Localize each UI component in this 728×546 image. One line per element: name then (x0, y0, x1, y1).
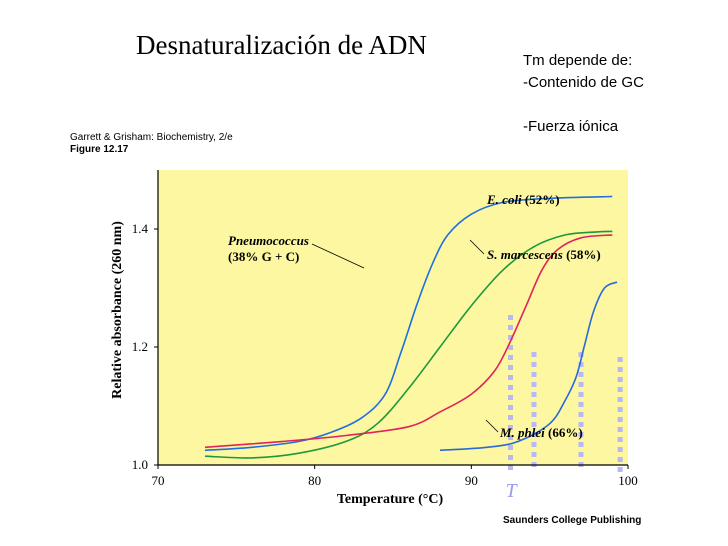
series-line-e-coli (204, 195, 613, 452)
note-line: -Fuerza iónica (523, 118, 619, 135)
x-tick-label: 100 (618, 473, 638, 488)
label-leader-pneumococcus (311, 243, 365, 269)
y-axis-label: Relative absorbance (260 nm) (110, 221, 125, 399)
y-tick-label: 1.0 (132, 457, 148, 472)
series-label-m-phlei: M. phlei (66%) (499, 425, 583, 440)
tm-markers (508, 315, 623, 472)
label-leader-m-phlei (485, 419, 499, 433)
credit-figure-number: Figure 12.17 (70, 144, 129, 155)
series-curves (204, 195, 618, 459)
label-leader-s-marcescens (469, 239, 485, 255)
x-tick-label: 70 (152, 473, 165, 488)
series-line-m-phlei (439, 281, 618, 452)
slide-title: Desnaturalización de ADN (136, 30, 427, 60)
plot-area (158, 170, 628, 465)
x-axis-label: Temperature (°C) (337, 492, 444, 507)
series-label-e-coli: E. coli (52%) (486, 192, 560, 207)
series-label-s-marcescens: S. marcescens (58%) (487, 247, 601, 262)
y-tick-label: 1.4 (132, 221, 149, 236)
credit-source: Garrett & Grisham: Biochemistry, 2/e (70, 132, 233, 143)
series-label-pct-pneumococcus: (38% G + C) (228, 249, 299, 264)
series-label-pneumococcus: Pneumococcus (228, 233, 309, 248)
series-line-pneumococcus (204, 230, 613, 459)
x-tick-label: 80 (308, 473, 321, 488)
figure-credit: Garrett & Grisham: Biochemistry, 2/e Fig… (70, 132, 233, 156)
y-tick-label: 1.2 (132, 339, 148, 354)
tm-marker-label: T (506, 480, 519, 502)
x-tick-label: 90 (465, 473, 478, 488)
note-line: -Contenido de GC (523, 74, 644, 91)
series-line-s-marcescens (204, 234, 613, 449)
series-labels: E. coli (52%) Pneumococcus(38% G + C) S. m… (228, 192, 601, 440)
tick-labels: 70 80 90 100 1.0 1.2 1.4 (132, 221, 638, 488)
axes (157, 170, 628, 466)
note-line: Tm depende de: (523, 52, 633, 69)
publisher-credit: Saunders College Publishing (503, 515, 642, 526)
notes-box: Tm depende de: -Contenido de GC -Fuerza … (523, 50, 644, 138)
